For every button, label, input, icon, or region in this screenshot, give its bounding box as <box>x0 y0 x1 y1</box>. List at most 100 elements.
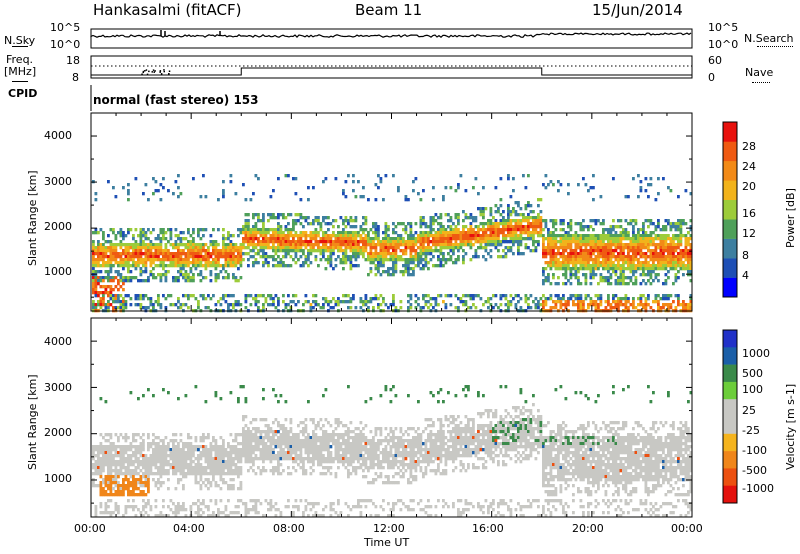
power-cell <box>569 282 573 286</box>
power-cell <box>562 297 565 301</box>
power-cell <box>127 231 130 235</box>
velocity-cell <box>249 421 253 425</box>
velocity-cell <box>127 460 130 464</box>
power-cell <box>479 228 483 232</box>
power-cell <box>277 303 280 307</box>
velocity-cell <box>252 427 255 431</box>
power-cell <box>544 261 548 265</box>
velocity-cell <box>259 418 263 422</box>
velocity-cell <box>119 472 123 476</box>
power-cell <box>99 258 103 262</box>
power-cell <box>599 243 603 247</box>
power-cell <box>312 234 315 238</box>
power-cell <box>174 243 178 247</box>
power-cell <box>417 246 420 250</box>
power-cell <box>654 264 658 268</box>
velocity-cell <box>132 481 135 485</box>
power-cell <box>582 255 585 259</box>
power-cell <box>679 264 683 268</box>
power-cell <box>412 243 415 247</box>
velocity-cell <box>157 454 160 458</box>
power-cell <box>524 207 528 211</box>
power-cell <box>599 279 603 283</box>
velocity-cell <box>182 487 185 491</box>
velocity-cell <box>219 478 223 482</box>
power-cell <box>649 222 653 226</box>
power-cell <box>492 216 495 220</box>
power-cell <box>519 207 523 211</box>
freq-dot <box>159 71 161 73</box>
power-cell <box>642 270 645 274</box>
power-cell <box>427 237 430 241</box>
power-cell <box>592 228 595 232</box>
power-cell <box>632 300 635 304</box>
power-cell <box>122 276 125 280</box>
power-cell <box>247 240 250 244</box>
power-cell <box>222 276 225 280</box>
power-cell <box>134 252 138 256</box>
power-cell <box>142 246 145 250</box>
power-cell <box>122 297 125 301</box>
power-cell <box>327 240 330 244</box>
power-cell <box>294 240 298 244</box>
power-cell <box>374 255 378 259</box>
velocity-cell <box>144 478 148 482</box>
velocity-cell <box>204 478 208 482</box>
velocity-cell <box>197 472 200 476</box>
power-cell <box>262 240 265 244</box>
power-cell <box>457 183 460 187</box>
power-cell <box>187 231 190 235</box>
velocity-cell <box>119 463 123 467</box>
velocity-cell <box>104 478 108 482</box>
power-cbar-tick-24: 24 <box>742 160 756 173</box>
power-cell <box>622 267 625 271</box>
power-cell <box>567 297 570 301</box>
power-cell <box>222 252 225 256</box>
power-cell <box>592 273 595 277</box>
power-cell <box>577 306 580 310</box>
power-cell <box>157 246 160 250</box>
power-cell <box>492 225 495 229</box>
power-cell <box>349 234 353 238</box>
power-cell <box>222 180 225 184</box>
velocity-cell <box>124 505 128 509</box>
power-cell <box>409 252 413 256</box>
power-cell <box>577 279 580 283</box>
power-cell <box>684 189 688 193</box>
velocity-cell <box>214 463 218 467</box>
power-cell <box>612 234 615 238</box>
power-cell <box>384 246 388 250</box>
velocity-cell <box>94 508 98 512</box>
power-cell <box>199 255 203 259</box>
power-cell <box>562 258 565 262</box>
power-cell <box>449 231 453 235</box>
velocity-cell <box>239 385 243 389</box>
power-cell <box>509 213 513 217</box>
power-cell <box>379 294 383 298</box>
power-cell <box>424 222 428 226</box>
power-cell <box>272 249 275 253</box>
power-cell <box>107 249 110 253</box>
power-cell <box>239 246 243 250</box>
velocity-cell <box>139 493 143 497</box>
power-cell <box>152 252 155 256</box>
power-cell <box>654 276 658 280</box>
velocity-cell <box>214 481 218 485</box>
power-cell <box>392 270 395 274</box>
power-cell <box>582 177 585 181</box>
power-cell <box>199 243 203 247</box>
power-cell <box>639 186 643 190</box>
power-cell <box>624 267 628 271</box>
power-cell <box>342 192 345 196</box>
power-cell <box>564 255 568 259</box>
power-cell <box>294 255 298 259</box>
power-cell <box>352 219 355 223</box>
power-cell <box>609 303 613 307</box>
velocity-cell <box>189 448 193 452</box>
power-cell <box>522 252 525 256</box>
power-cell <box>107 291 110 295</box>
power-cell <box>392 246 395 250</box>
power-cell <box>439 264 443 268</box>
velocity-cell <box>194 466 198 470</box>
power-cell <box>479 210 483 214</box>
